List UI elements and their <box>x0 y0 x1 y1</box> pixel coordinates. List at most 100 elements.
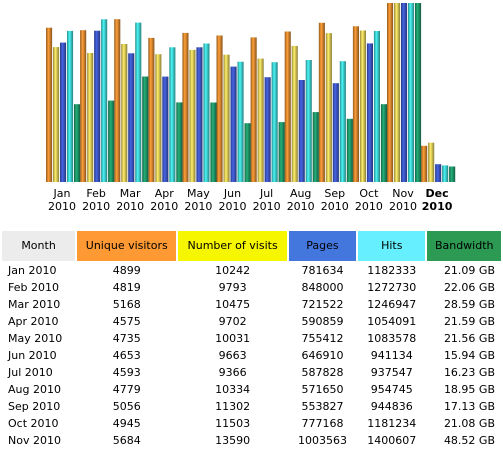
month-name: Jul <box>259 187 274 200</box>
cell-unique-visitors: 4735 <box>112 332 141 345</box>
cell-hits: 1083578 <box>367 332 417 345</box>
cell-pages: 571650 <box>301 383 344 396</box>
cell-pages: 848000 <box>301 281 344 294</box>
bar-visits-oct <box>359 30 366 182</box>
cell-pages: 721522 <box>301 298 344 311</box>
bar-pages-sep <box>332 83 339 182</box>
header-hits: Hits <box>358 231 426 261</box>
bar-visits-jun <box>223 54 230 183</box>
cell-number-of-visits: 9663 <box>218 349 247 362</box>
cell-hits: 1400607 <box>367 434 417 447</box>
cell-number-of-visits: 13590 <box>215 434 251 447</box>
cell-month: Feb 2010 <box>8 281 59 294</box>
month-year: 2010 <box>82 200 111 213</box>
month-label-may: May 2010 <box>180 187 216 213</box>
cell-unique-visitors: 5684 <box>112 434 141 447</box>
bar-unique-visitors-aug <box>284 31 291 182</box>
cell-month: Jul 2010 <box>8 366 53 379</box>
cell-hits: 1246947 <box>367 298 417 311</box>
month-year: 2010 <box>184 200 213 213</box>
month-name: Oct <box>359 187 379 200</box>
bar-unique-visitors-oct <box>352 26 359 182</box>
cell-month: Nov 2010 <box>8 434 61 447</box>
bar-bandwidth-feb <box>108 100 115 182</box>
cell-pages: 553827 <box>301 400 344 413</box>
cell-unique-visitors: 5168 <box>112 298 141 311</box>
table-row: Jan 2010 4899 10242 781634 1182333 21.09 GB <box>2 263 501 278</box>
bar-unique-visitors-may <box>182 32 189 183</box>
month-name: Sep <box>324 187 346 200</box>
month-year: 2010 <box>116 200 145 213</box>
bar-bandwidth-mar <box>142 76 149 182</box>
bar-pages-feb <box>94 30 101 183</box>
month-label-aug: Aug 2010 <box>283 187 319 213</box>
cell-month: Sep 2010 <box>8 400 61 413</box>
bar-bandwidth-sep <box>346 118 353 182</box>
bar-hits-mar <box>135 22 142 182</box>
bar-pages-jan <box>60 42 67 182</box>
table-row: Sep 2010 5056 11302 553827 944836 17.13 GB <box>2 399 501 414</box>
table-row: Mar 2010 5168 10475 721522 1246947 28.59 GB <box>2 297 501 312</box>
bar-bandwidth-jul <box>278 122 285 182</box>
bar-bandwidth-apr <box>176 102 183 182</box>
cell-hits: 1054091 <box>367 315 417 328</box>
bar-visits-jan <box>53 47 60 182</box>
cell-bandwidth: 48.52 GB <box>443 434 495 447</box>
cell-month: Apr 2010 <box>8 315 59 328</box>
bar-visits-jul <box>257 58 264 182</box>
header-number-of-visits: Number of visits <box>178 231 287 261</box>
table-row: Feb 2010 4819 9793 848000 1272730 22.06 GB <box>2 280 501 295</box>
cell-bandwidth: 21.56 GB <box>443 332 495 345</box>
month-name: Mar <box>119 187 141 200</box>
table-row: Jun 2010 4653 9663 646910 941134 15.94 GB <box>2 348 501 363</box>
bar-visits-dec <box>428 142 435 182</box>
month-label-sep: Sep 2010 <box>317 187 353 213</box>
bar-visits-aug <box>291 45 298 183</box>
cell-number-of-visits: 11503 <box>215 417 251 430</box>
bar-unique-visitors-feb <box>80 30 87 183</box>
month-label-nov: Nov 2010 <box>385 187 421 213</box>
cell-number-of-visits: 10242 <box>215 264 251 277</box>
month-name: Aug <box>289 187 312 200</box>
cell-hits: 937547 <box>370 366 413 379</box>
header-pages: Pages <box>288 231 357 261</box>
month-name: Jun <box>223 187 242 200</box>
cell-unique-visitors: 4575 <box>112 315 141 328</box>
month-year: 2010 <box>252 200 281 213</box>
table-row: Jul 2010 4593 9366 587828 937547 16.23 GB <box>2 365 501 380</box>
cell-hits: 1272730 <box>367 281 417 294</box>
cell-hits: 1182333 <box>367 264 417 277</box>
month-name: Dec <box>425 187 449 200</box>
cell-bandwidth: 16.23 GB <box>443 366 495 379</box>
bar-hits-dec <box>442 165 449 182</box>
bar-visits-sep <box>325 33 332 182</box>
cell-number-of-visits: 10334 <box>215 383 251 396</box>
month-label-apr: Apr 2010 <box>146 187 182 213</box>
header-unique-visitors: Unique visitors <box>77 231 177 261</box>
bar-unique-visitors-nov <box>387 3 394 182</box>
cell-number-of-visits: 11302 <box>215 400 251 413</box>
bar-visits-may <box>189 49 196 183</box>
bar-visits-nov <box>394 3 401 182</box>
bar-hits-oct <box>373 31 380 182</box>
header-bandwidth: Bandwidth <box>427 231 501 261</box>
bar-bandwidth-may <box>210 102 217 182</box>
cell-unique-visitors: 4819 <box>112 281 141 294</box>
bars-group <box>46 3 456 183</box>
bar-hits-sep <box>339 61 346 183</box>
cell-bandwidth: 22.06 GB <box>443 281 495 294</box>
bar-pages-nov <box>401 3 408 182</box>
month-year: 2010 <box>150 200 179 213</box>
bar-hits-apr <box>169 47 176 182</box>
bar-unique-visitors-dec <box>421 145 428 182</box>
bar-visits-apr <box>155 54 162 183</box>
table-row: May 2010 4735 10031 755412 1083578 21.56 GB <box>2 331 501 346</box>
bar-unique-visitors-jul <box>250 37 257 183</box>
bar-pages-mar <box>128 53 135 182</box>
month-label-jul: Jul 2010 <box>249 187 285 213</box>
cell-bandwidth: 15.94 GB <box>443 349 495 362</box>
bar-bandwidth-dec <box>449 166 456 182</box>
bar-unique-visitors-jan <box>46 27 53 183</box>
bar-pages-jul <box>264 77 271 182</box>
cell-pages: 646910 <box>301 349 344 362</box>
